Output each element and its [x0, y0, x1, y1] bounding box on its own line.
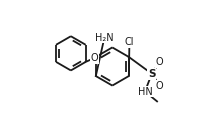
Text: S: S [148, 69, 156, 79]
Text: O: O [91, 53, 98, 63]
Text: Cl: Cl [125, 37, 134, 47]
Text: O: O [156, 57, 164, 67]
Text: H₂N: H₂N [95, 33, 114, 43]
Text: O: O [156, 81, 164, 91]
Text: HN: HN [138, 86, 152, 97]
